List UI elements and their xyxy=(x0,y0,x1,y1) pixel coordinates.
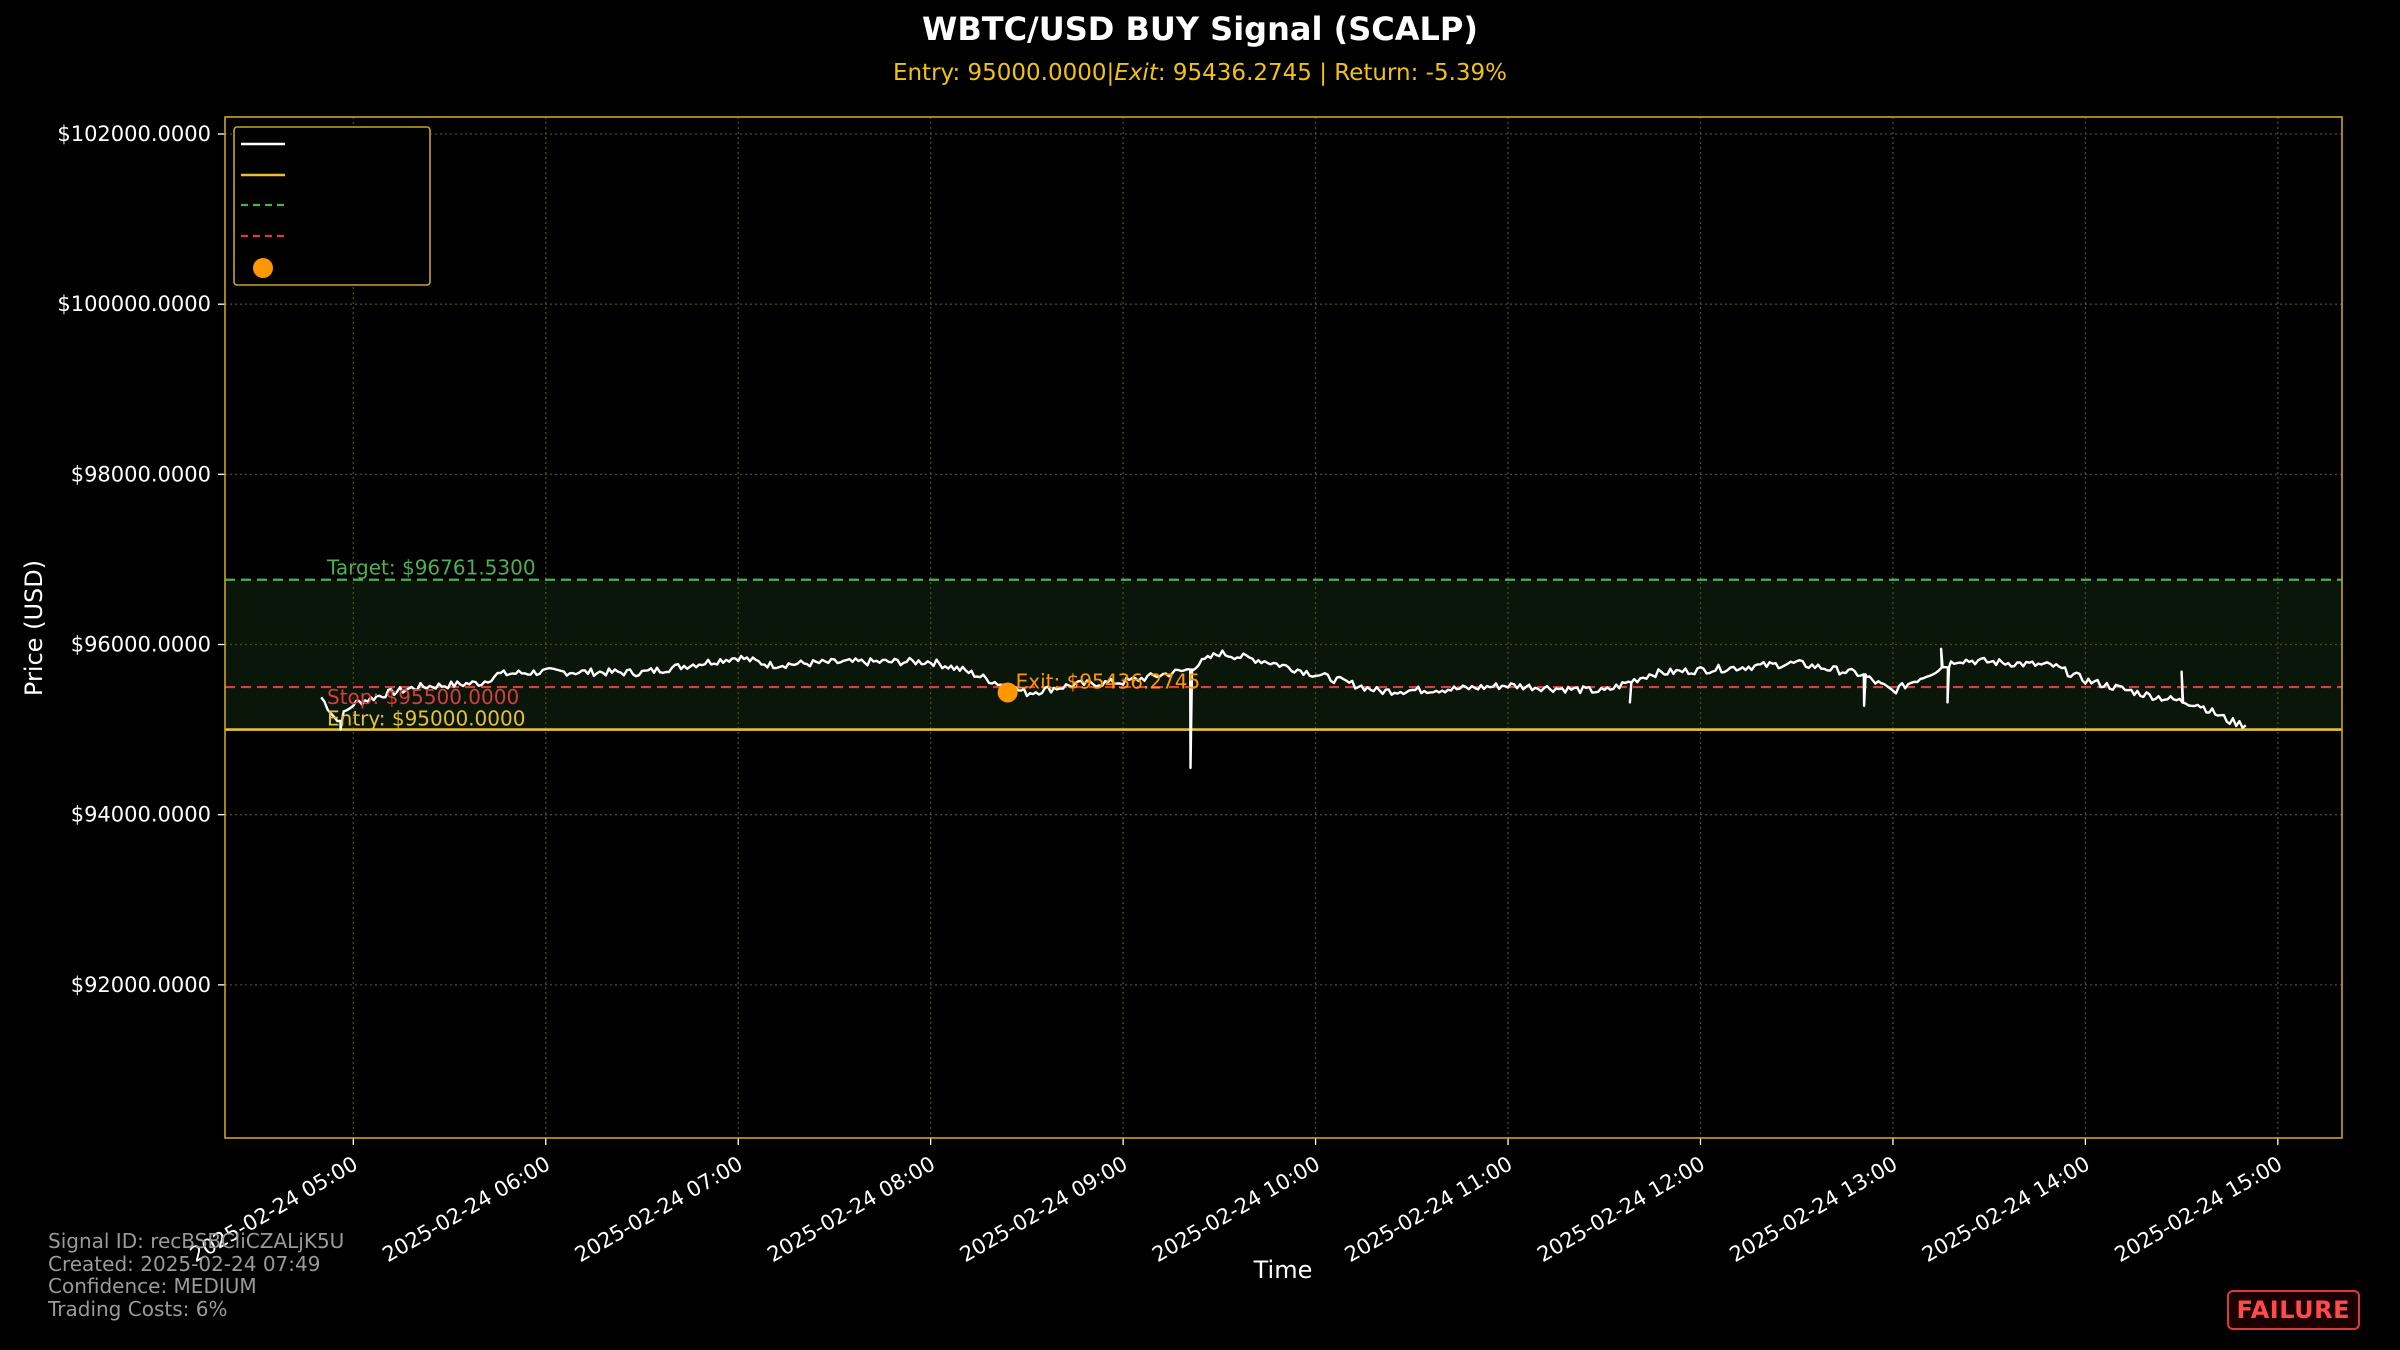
entry-label: Entry: $95000.0000 xyxy=(327,707,525,731)
exit-label: Exit: $95436.2745 xyxy=(1016,669,1201,693)
chart-subtitle: Entry: 95000.0000|Exit: 95436.2745 | Ret… xyxy=(893,60,1507,86)
y-tick-label: $98000.0000 xyxy=(71,462,211,486)
legend-box xyxy=(233,126,431,286)
plot-area: 2025-02-24 05:00 2025-02-24 06:00 2025-02-… xyxy=(57,116,2343,1267)
subtitle-exit-label: Exit xyxy=(1114,60,1159,86)
exit-marker xyxy=(997,682,1018,703)
y-axis-label: Price (USD) xyxy=(20,560,48,696)
target-zone xyxy=(225,579,2342,730)
stop-label: Stop: $95500.0000 xyxy=(327,685,519,709)
y-tick-label: $92000.0000 xyxy=(71,973,211,997)
confidence: Confidence: MEDIUM xyxy=(48,1274,257,1298)
signal-id: Signal ID: recBSBCliCZALjK5U xyxy=(48,1229,345,1253)
y-tick-label: $102000.0000 xyxy=(57,122,211,146)
created-time: Created: 2025-02-24 07:49 xyxy=(48,1251,321,1276)
trading-costs: Trading Costs: 6% xyxy=(48,1296,228,1321)
subtitle-exit-value: : 95436.2745 | Return: -5.39% xyxy=(1158,60,1507,86)
plot-frame xyxy=(224,116,2343,1139)
price-line xyxy=(320,647,2247,770)
y-tick-label: $96000.0000 xyxy=(71,633,211,657)
target-label: Target: $96761.5300 xyxy=(326,556,536,580)
x-axis-label: Time xyxy=(1253,1256,1313,1284)
y-tick-label: $100000.0000 xyxy=(57,292,211,316)
signal-meta: Signal ID: recBSBCliCZALjK5U Created: 20… xyxy=(48,1230,344,1320)
chart-title: WBTC/USD BUY Signal (SCALP) xyxy=(922,10,1478,48)
legend xyxy=(233,126,431,286)
y-tick-label: $94000.0000 xyxy=(71,803,211,827)
status-badge: FAILURE xyxy=(2226,1290,2360,1330)
subtitle-entry: Entry: 95000.0000| xyxy=(893,60,1114,86)
legend-exit-swatch xyxy=(253,258,273,278)
